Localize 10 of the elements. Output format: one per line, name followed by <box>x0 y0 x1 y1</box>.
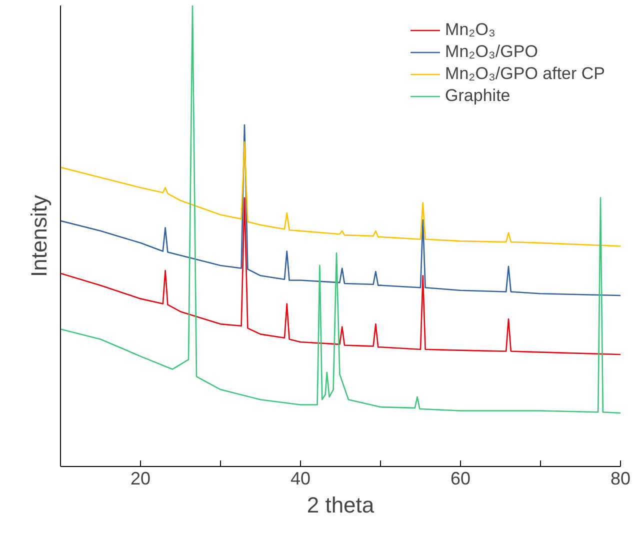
legend-label: Mn₂O₃ <box>445 20 496 40</box>
x-tick-label: 60 <box>450 468 471 488</box>
y-axis-title: Intensity <box>26 195 52 277</box>
x-axis-title: 2 theta <box>306 492 375 518</box>
x-tick-label: 40 <box>290 468 311 488</box>
legend-label: Mn₂O₃/GPO after CP <box>445 64 605 84</box>
x-tick-label: 20 <box>130 468 151 488</box>
legend-label: Graphite <box>445 86 510 106</box>
x-tick-label: 80 <box>610 468 631 488</box>
legend-label: Mn₂O₃/GPO <box>445 42 538 62</box>
